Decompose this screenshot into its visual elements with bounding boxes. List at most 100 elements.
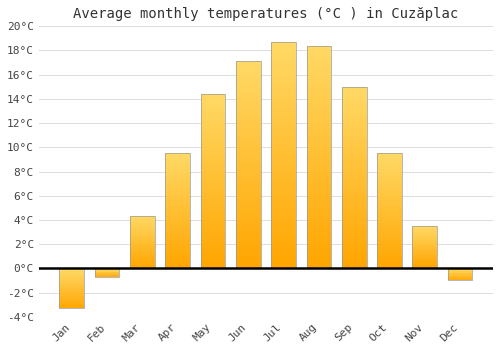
Bar	[306, 46, 331, 47]
Bar	[306, 162, 331, 164]
Bar	[306, 131, 331, 132]
Bar	[342, 176, 366, 177]
Bar	[306, 259, 331, 261]
Bar	[271, 214, 296, 215]
Bar	[166, 179, 190, 181]
Bar	[342, 167, 366, 168]
Bar	[236, 236, 260, 238]
Bar	[236, 239, 260, 241]
Bar	[200, 193, 226, 194]
Bar	[306, 233, 331, 235]
Bar	[271, 182, 296, 183]
Bar	[236, 262, 260, 264]
Bar	[94, 275, 120, 277]
Bar	[271, 167, 296, 168]
Bar	[200, 187, 226, 188]
Bar	[236, 215, 260, 217]
Bar	[236, 127, 260, 128]
Bar	[236, 264, 260, 265]
Bar	[200, 224, 226, 226]
Bar	[306, 203, 331, 205]
Bar	[60, 294, 84, 296]
Bar	[236, 229, 260, 230]
Bar	[377, 238, 402, 240]
Bar	[271, 115, 296, 117]
Bar	[236, 151, 260, 153]
Bar	[306, 127, 331, 129]
Bar	[200, 161, 226, 162]
Bar	[271, 142, 296, 144]
Bar	[166, 161, 190, 162]
Bar	[236, 148, 260, 150]
Bar	[236, 214, 260, 215]
Bar	[166, 243, 190, 244]
Bar	[200, 247, 226, 249]
Bar	[130, 267, 155, 268]
Bar	[200, 146, 226, 147]
Bar	[306, 191, 331, 193]
Bar	[166, 241, 190, 243]
Bar	[271, 130, 296, 132]
Bar	[236, 99, 260, 101]
Bar	[377, 250, 402, 252]
Bar	[342, 205, 366, 206]
Bar	[130, 225, 155, 227]
Bar	[271, 223, 296, 224]
Bar	[342, 110, 366, 111]
Bar	[236, 107, 260, 108]
Bar	[306, 243, 331, 244]
Bar	[166, 206, 190, 208]
Bar	[342, 179, 366, 181]
Bar	[342, 96, 366, 97]
Bar	[60, 298, 84, 299]
Bar	[271, 168, 296, 170]
Bar	[236, 194, 260, 195]
Bar	[271, 173, 296, 174]
Bar	[342, 100, 366, 102]
Bar	[342, 256, 366, 258]
Bar	[377, 200, 402, 202]
Bar	[236, 256, 260, 258]
Bar	[200, 253, 226, 255]
Bar	[200, 222, 226, 223]
Bar	[412, 241, 437, 243]
Bar	[306, 228, 331, 229]
Bar	[377, 222, 402, 223]
Bar	[448, 271, 472, 273]
Bar	[306, 55, 331, 56]
Bar	[342, 138, 366, 140]
Bar	[236, 255, 260, 256]
Bar	[200, 240, 226, 241]
Bar	[130, 256, 155, 258]
Bar	[236, 238, 260, 239]
Bar	[271, 154, 296, 156]
Bar	[271, 103, 296, 104]
Bar	[306, 96, 331, 97]
Bar	[130, 235, 155, 236]
Bar	[377, 232, 402, 233]
Bar	[377, 168, 402, 170]
Bar	[342, 226, 366, 228]
Bar	[306, 146, 331, 147]
Bar	[342, 87, 366, 88]
Bar	[412, 249, 437, 250]
Bar	[130, 262, 155, 264]
Bar	[271, 104, 296, 106]
Bar	[236, 166, 260, 168]
Bar	[306, 116, 331, 117]
Bar	[342, 190, 366, 191]
Bar	[200, 109, 226, 111]
Bar	[200, 194, 226, 196]
Bar	[236, 133, 260, 134]
Bar	[236, 192, 260, 194]
Bar	[377, 161, 402, 162]
Bar	[200, 120, 226, 121]
Bar	[306, 153, 331, 155]
Bar	[236, 156, 260, 157]
Bar	[412, 250, 437, 252]
Bar	[130, 259, 155, 261]
Bar	[342, 247, 366, 249]
Bar	[342, 104, 366, 105]
Bar	[271, 180, 296, 182]
Bar	[306, 181, 331, 182]
